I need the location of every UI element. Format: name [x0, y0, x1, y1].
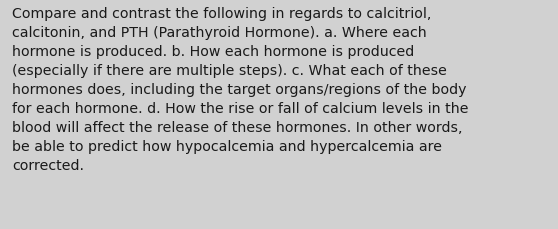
Text: Compare and contrast the following in regards to calcitriol,
calcitonin, and PTH: Compare and contrast the following in re…	[12, 7, 469, 172]
